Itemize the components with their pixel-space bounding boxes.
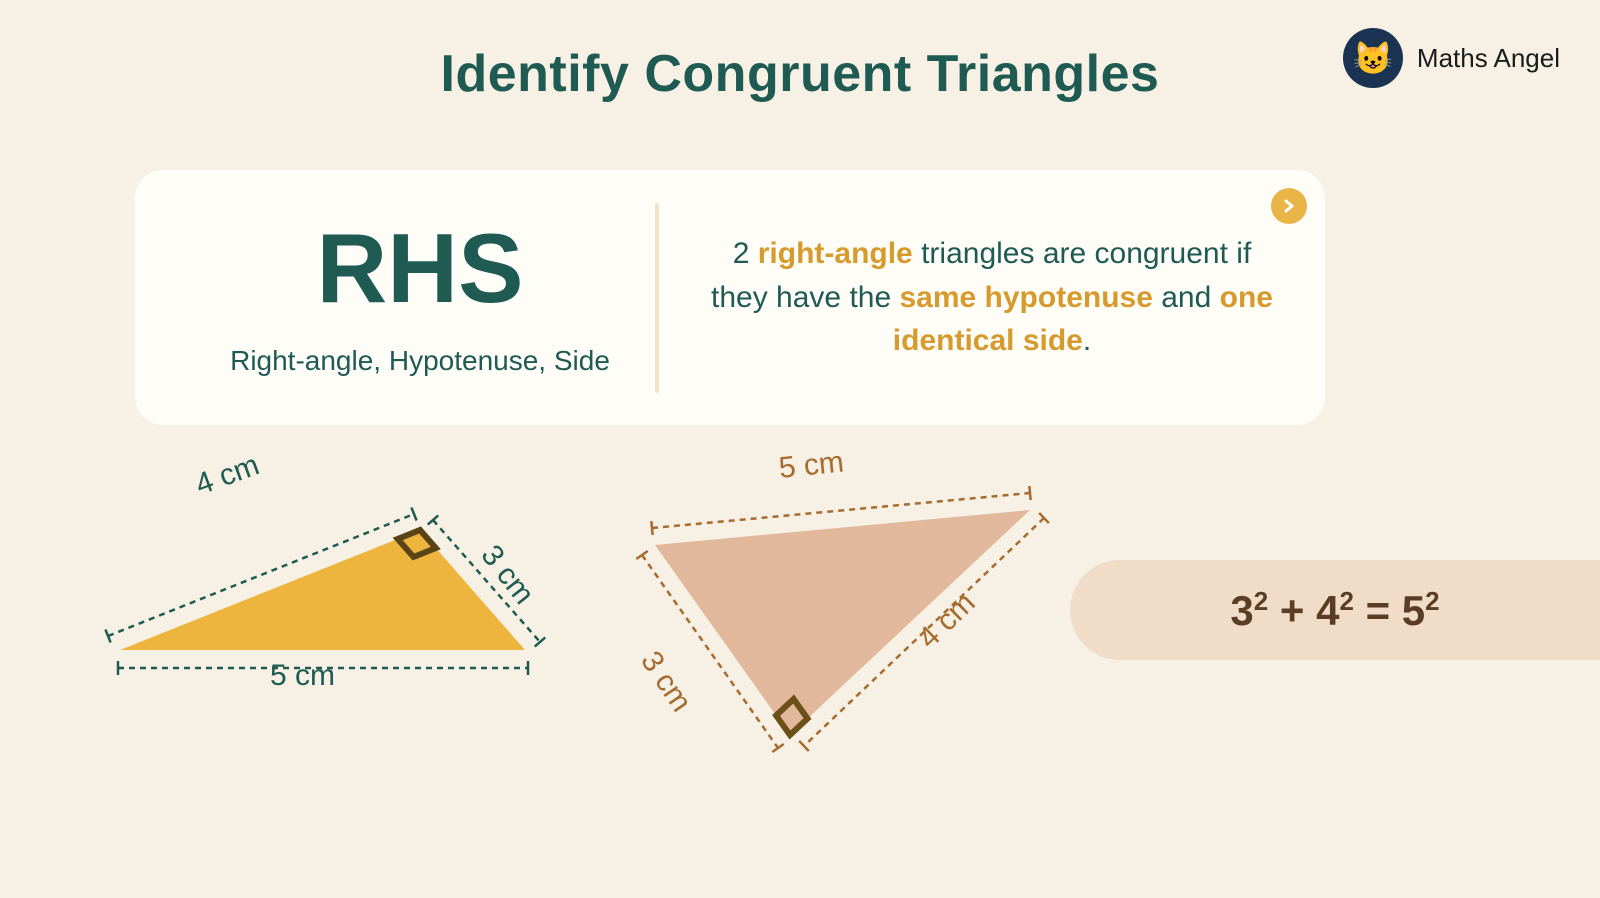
brand-name: Maths Angel xyxy=(1417,43,1560,74)
next-button[interactable] xyxy=(1271,188,1307,224)
abbrev-expansion: Right-angle, Hypotenuse, Side xyxy=(230,345,610,377)
formula-pill: 32 + 42 = 52 xyxy=(1070,560,1600,660)
page-title: Identify Congruent Triangles xyxy=(441,44,1160,104)
rule-text: 2 right-angle triangles are congruent if… xyxy=(659,232,1275,363)
brand: 😺 Maths Angel xyxy=(1343,28,1560,88)
card-left: RHS Right-angle, Hypotenuse, Side xyxy=(185,219,655,377)
brand-logo-emoji: 😺 xyxy=(1353,39,1393,77)
chevron-right-icon xyxy=(1282,199,1296,213)
formula: 32 + 42 = 52 xyxy=(1230,586,1439,635)
definition-card: RHS Right-angle, Hypotenuse, Side 2 righ… xyxy=(135,170,1325,425)
brand-logo-icon: 😺 xyxy=(1343,28,1403,88)
abbrev: RHS xyxy=(317,219,524,317)
page-background xyxy=(0,0,1600,898)
